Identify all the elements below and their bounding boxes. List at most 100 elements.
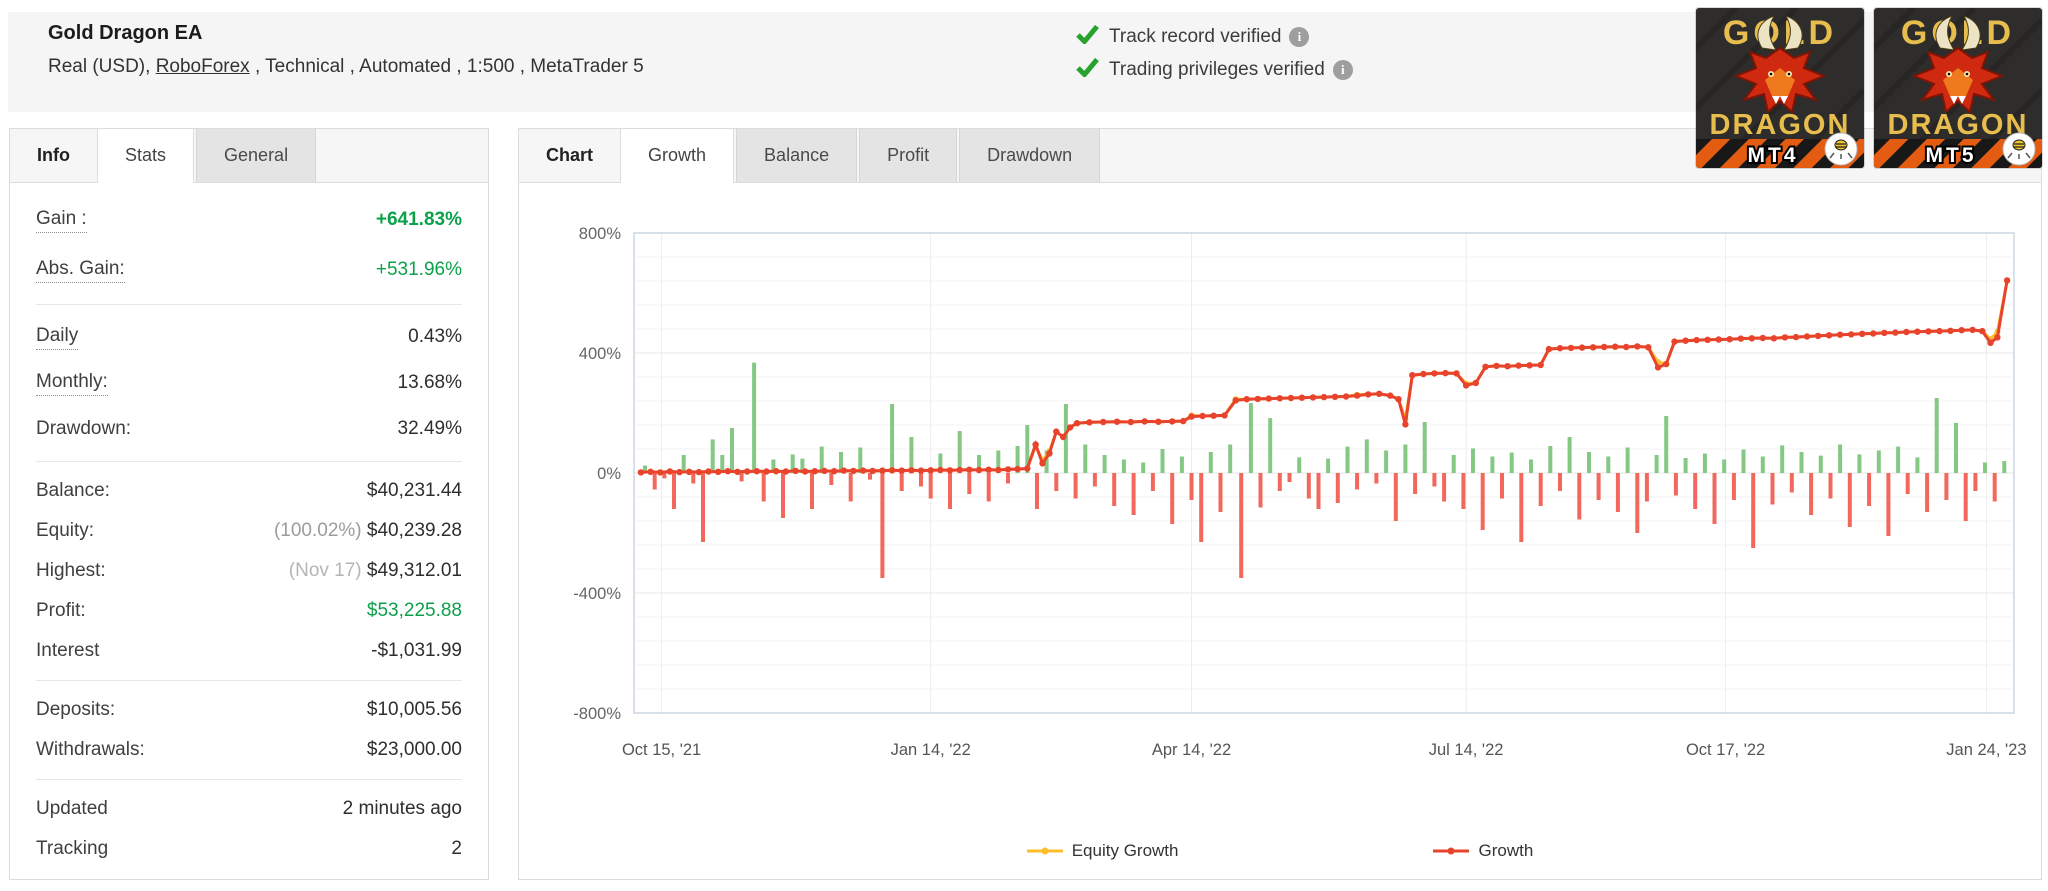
svg-text:400%: 400% bbox=[579, 345, 622, 363]
stat-row-profit: Profit: $53,225.88 bbox=[36, 591, 462, 631]
stat-row-drawdown: Drawdown: 32.49% bbox=[36, 406, 462, 452]
tab-drawdown[interactable]: Drawdown bbox=[959, 129, 1101, 182]
svg-text:MT4: MT4 bbox=[1748, 144, 1799, 167]
stat-value-updated: 2 minutes ago bbox=[342, 798, 462, 819]
svg-text:DRAGON: DRAGON bbox=[1710, 109, 1851, 141]
svg-text:GOLD: GOLD bbox=[1901, 14, 2015, 52]
stat-value-highest: (Nov 17) $49,312.01 bbox=[288, 560, 462, 581]
tab-profit[interactable]: Profit bbox=[859, 129, 958, 182]
verification-label: Track record verified bbox=[1109, 25, 1282, 47]
svg-text:MT5: MT5 bbox=[1926, 144, 1977, 167]
stat-value-withdrawals: $23,000.00 bbox=[366, 739, 462, 760]
account-attributes: , Technical , Automated , 1:500 , MetaTr… bbox=[249, 56, 644, 77]
stat-label-profit: Profit: bbox=[36, 600, 86, 621]
section-divider bbox=[36, 779, 462, 780]
stat-row-daily: Daily 0.43% bbox=[36, 314, 462, 360]
stat-value-monthly: 13.68% bbox=[397, 372, 462, 393]
verification-label: Trading privileges verified bbox=[1109, 58, 1325, 80]
stat-value-note-highest: (Nov 17) bbox=[288, 560, 367, 581]
info-icon[interactable]: i bbox=[1332, 59, 1353, 80]
growth-chart[interactable]: 800% 400% 0% -400% -800%Oct 15, '21 Jan 14, '… bbox=[519, 183, 2041, 783]
svg-text:-800%: -800% bbox=[573, 705, 621, 723]
check-icon bbox=[1076, 24, 1099, 50]
stat-row-equity: Equity: (100.02%) $40,239.28 bbox=[36, 511, 462, 551]
account-description: Real (USD), RoboForex , Technical , Auto… bbox=[48, 56, 644, 78]
legend-label: Growth bbox=[1478, 841, 1534, 860]
legend-label: Equity Growth bbox=[1071, 841, 1179, 860]
svg-text:DRAGON: DRAGON bbox=[1888, 109, 2029, 141]
legend-marker-icon bbox=[1026, 847, 1063, 855]
gold-dragon-mt5-logo: GOLD DRAGON MT5 MT5 bbox=[1874, 8, 2042, 168]
tab-stats[interactable]: Stats bbox=[97, 129, 195, 183]
chart-panel: Chart Growth Balance Profit Drawdown 800% 400… bbox=[518, 128, 2042, 880]
stat-label-drawdown: Drawdown: bbox=[36, 418, 132, 439]
stat-row-tracking: Tracking 2 bbox=[36, 829, 462, 869]
stat-row-gain: Gain : +641.83% bbox=[36, 195, 462, 245]
stat-label-abs-gain: Abs. Gain: bbox=[36, 258, 125, 283]
svg-text:0%: 0% bbox=[597, 465, 621, 483]
tab-chart: Chart bbox=[546, 145, 594, 165]
svg-text:Jan 14, '22: Jan 14, '22 bbox=[891, 741, 971, 759]
stat-row-abs-gain: Abs. Gain: +531.96% bbox=[36, 245, 462, 295]
svg-text:GOLD: GOLD bbox=[1723, 14, 1837, 52]
svg-text:MT5: MT5 bbox=[1926, 144, 1977, 167]
stat-row-monthly: Monthly: 13.68% bbox=[36, 360, 462, 406]
svg-text:-400%: -400% bbox=[573, 585, 621, 603]
stat-value-tracking: 2 bbox=[451, 838, 462, 859]
stat-label-balance: Balance: bbox=[36, 480, 110, 501]
stat-label-equity: Equity: bbox=[36, 520, 95, 541]
stat-row-interest: Interest -$1,031.99 bbox=[36, 631, 462, 671]
track-record-verified-row: Track record verified i bbox=[1076, 20, 1353, 53]
legend-item-growth[interactable]: Growth bbox=[1433, 841, 1533, 861]
svg-text:Oct 17, '22: Oct 17, '22 bbox=[1686, 741, 1765, 759]
svg-text:Apr 14, '22: Apr 14, '22 bbox=[1152, 741, 1231, 759]
tab-general[interactable]: General bbox=[196, 129, 317, 182]
stat-label-highest: Highest: bbox=[36, 560, 106, 581]
stat-label-daily: Daily bbox=[36, 325, 79, 350]
stat-value-note-equity: (100.02%) bbox=[273, 520, 367, 541]
svg-text:Oct 15, '21: Oct 15, '21 bbox=[622, 741, 701, 759]
stat-value-drawdown: 32.49% bbox=[397, 418, 462, 439]
svg-text:Jan 24, '23: Jan 24, '23 bbox=[1946, 741, 2026, 759]
stat-value-balance: $40,231.44 bbox=[366, 480, 462, 501]
badge-mt5[interactable]: GOLD DRAGON MT5 MT5 bbox=[1874, 8, 2042, 168]
svg-text:Jul 14, '22: Jul 14, '22 bbox=[1429, 741, 1504, 759]
stat-label-tracking: Tracking bbox=[36, 838, 109, 859]
account-type: Real (USD), bbox=[48, 56, 156, 77]
legend-item-equity-growth[interactable]: Equity Growth bbox=[1026, 841, 1179, 861]
legend-marker-icon bbox=[1433, 847, 1470, 855]
tab-balance[interactable]: Balance bbox=[736, 129, 858, 182]
stat-label-gain: Gain : bbox=[36, 208, 87, 233]
stat-value-abs-gain: +531.96% bbox=[375, 259, 462, 280]
gold-dragon-mt4-logo: GOLD DRAGON MT4 MT4 bbox=[1696, 8, 1864, 168]
tab-info: Info bbox=[37, 145, 70, 165]
product-badges: GOLD DRAGON MT4 MT4 GOLD DRAGON MT5 MT5 bbox=[1696, 8, 2042, 168]
stat-label-deposits: Deposits: bbox=[36, 699, 116, 720]
svg-text:800%: 800% bbox=[579, 225, 622, 243]
section-divider bbox=[36, 461, 462, 462]
stat-value-profit: $53,225.88 bbox=[366, 600, 462, 621]
verification-block: Track record verified i Trading privileg… bbox=[1076, 20, 1353, 86]
stat-label-updated: Updated bbox=[36, 798, 108, 819]
stat-label-interest: Interest bbox=[36, 640, 100, 661]
stat-value-deposits: $10,005.56 bbox=[366, 699, 462, 720]
account-info-panel: Info Stats General Gain : +641.83% Abs. Gain… bbox=[9, 128, 489, 880]
chart-area: 800% 400% 0% -400% -800% Oct 15, '21 Jan 14, '… bbox=[519, 183, 2041, 783]
stats-list: Gain : +641.83% Abs. Gain: +531.96% Daily 0.4… bbox=[10, 183, 488, 869]
page-title: Gold Dragon EA bbox=[48, 22, 203, 44]
info-icon[interactable]: i bbox=[1289, 26, 1310, 47]
stat-row-deposits: Deposits: $10,005.56 bbox=[36, 690, 462, 730]
stat-label-withdrawals: Withdrawals: bbox=[36, 739, 145, 760]
stat-row-updated: Updated 2 minutes ago bbox=[36, 789, 462, 829]
chart-legend: Equity Growth Growth bbox=[519, 841, 2041, 861]
section-divider bbox=[36, 304, 462, 305]
stat-row-highest: Highest: (Nov 17) $49,312.01 bbox=[36, 551, 462, 591]
broker-link[interactable]: RoboForex bbox=[155, 56, 250, 77]
stat-row-withdrawals: Withdrawals: $23,000.00 bbox=[36, 730, 462, 770]
trading-privileges-verified-row: Trading privileges verified i bbox=[1076, 53, 1353, 86]
tab-growth[interactable]: Growth bbox=[620, 129, 735, 183]
svg-text:MT4: MT4 bbox=[1748, 144, 1799, 167]
stat-row-balance: Balance: $40,231.44 bbox=[36, 471, 462, 511]
stat-label-monthly: Monthly: bbox=[36, 371, 108, 396]
badge-mt4[interactable]: GOLD DRAGON MT4 MT4 bbox=[1696, 8, 1864, 168]
